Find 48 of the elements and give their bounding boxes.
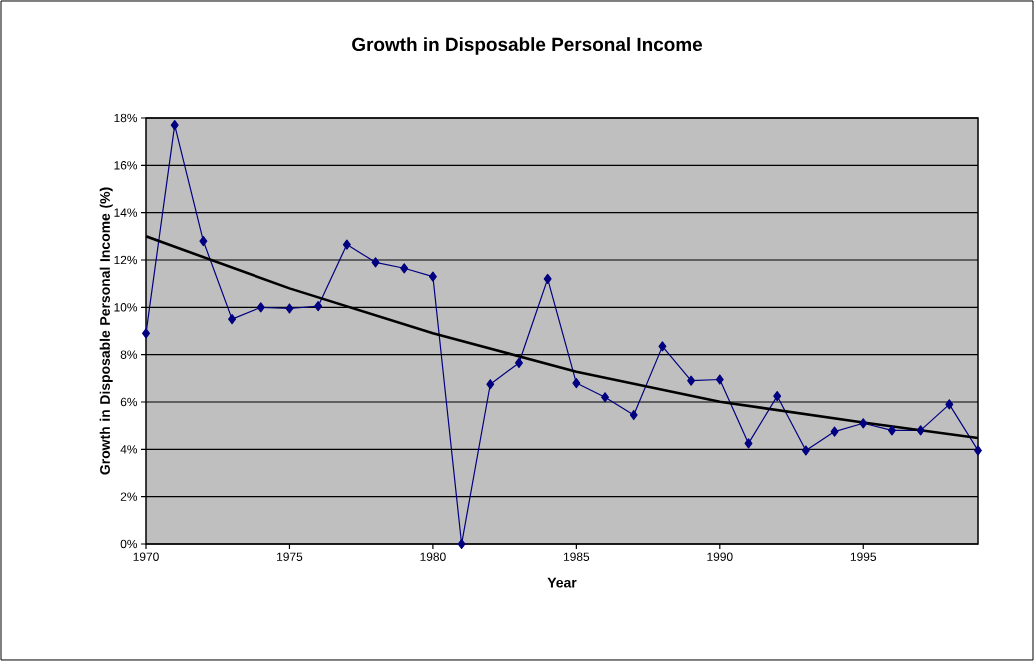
point xyxy=(830,426,839,437)
point xyxy=(859,418,868,429)
point xyxy=(801,445,810,456)
point xyxy=(744,438,753,449)
point xyxy=(256,302,265,313)
x-tick-label: 1970 xyxy=(133,552,159,561)
point xyxy=(371,257,380,268)
point xyxy=(715,374,724,385)
point xyxy=(400,263,409,274)
y-tick-label: 16% xyxy=(114,161,138,170)
x-tick-label: 1975 xyxy=(277,552,303,561)
point xyxy=(486,379,495,390)
point xyxy=(887,425,896,436)
y-tick-label: 2% xyxy=(120,492,138,501)
x-axis-title: Year xyxy=(547,577,577,588)
point xyxy=(457,538,466,550)
point xyxy=(916,425,925,436)
x-tick-label: 1995 xyxy=(850,552,877,561)
y-tick-label: 6% xyxy=(120,397,138,407)
point xyxy=(228,314,237,325)
point xyxy=(199,235,208,247)
point xyxy=(314,301,323,312)
point xyxy=(142,328,150,339)
point xyxy=(773,390,782,402)
y-tick-label: 12% xyxy=(114,255,138,265)
y-tick-label: 10% xyxy=(114,303,138,312)
x-tick-label: 1980 xyxy=(420,552,446,561)
y-tick-label: 0% xyxy=(120,539,138,549)
point xyxy=(974,445,982,456)
point xyxy=(342,239,351,250)
point xyxy=(629,409,638,421)
point xyxy=(543,273,552,285)
point xyxy=(170,119,179,131)
point xyxy=(658,341,667,352)
y-axis-title: Growth in Disposable Personal Income (%) xyxy=(99,187,113,475)
point xyxy=(945,399,954,410)
point xyxy=(428,271,437,282)
x-tick-label: 1990 xyxy=(707,552,733,561)
y-tick-label: 4% xyxy=(120,445,138,454)
point xyxy=(285,303,294,314)
x-tick-label: 1985 xyxy=(563,552,590,561)
point xyxy=(687,375,696,386)
y-tick-label: 14% xyxy=(114,208,138,217)
point xyxy=(601,392,610,403)
y-tick-label: 18% xyxy=(114,113,138,123)
y-tick-label: 8% xyxy=(120,350,138,359)
chart-title: Growth in Disposable Personal Income xyxy=(352,37,703,55)
point xyxy=(572,377,581,389)
